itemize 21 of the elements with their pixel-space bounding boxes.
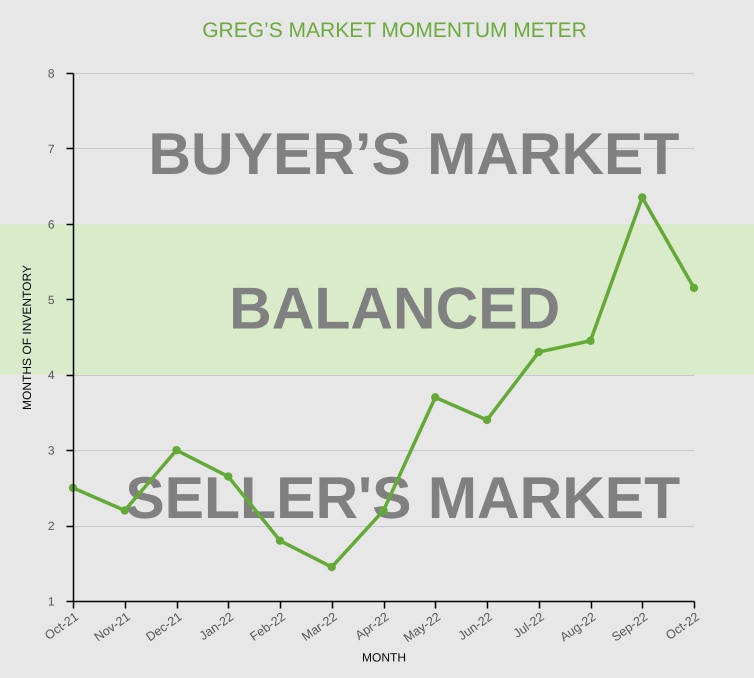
y-tick-label: 6 — [48, 217, 55, 232]
y-tick-label: 3 — [48, 444, 55, 458]
point — [482, 416, 492, 424]
point — [328, 562, 336, 572]
point — [586, 336, 595, 345]
y-tick-label: 1 — [48, 594, 55, 608]
point — [431, 393, 440, 402]
y-axis-title: MONTHS OF INVENTORY — [20, 265, 34, 410]
band-label: BALANCED — [229, 275, 560, 342]
y-tick-label: 2 — [48, 519, 55, 534]
x-axis-title: MONTH — [362, 650, 406, 665]
annotation: BUYER’S MARKET — [148, 120, 680, 187]
point — [276, 536, 284, 545]
chart-title: GREG’S MARKET MOMENTUM METER — [202, 19, 587, 42]
point — [690, 284, 698, 292]
y-tick-label: 8 — [48, 66, 55, 80]
y-tick-label: 7 — [48, 142, 55, 156]
y-tick-label: 5 — [48, 292, 55, 307]
point — [534, 348, 543, 356]
y-tick-label: 4 — [48, 368, 55, 382]
point — [172, 446, 181, 454]
